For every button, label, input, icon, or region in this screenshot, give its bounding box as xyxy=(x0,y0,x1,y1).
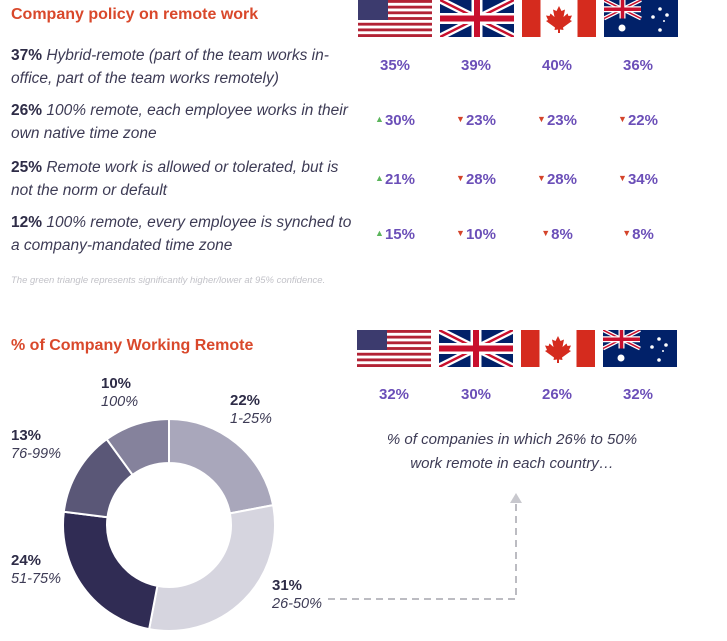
policy-value-text: 35% xyxy=(379,57,411,74)
triangle-down-icon: ▼ xyxy=(622,228,632,238)
policy-value-text: 39% xyxy=(460,57,492,74)
policy-value-r3-c4: ▼34% xyxy=(598,171,678,188)
policy-row-3: 25% Remote work is allowed or tolerated,… xyxy=(11,156,356,202)
policy-value-r4-c2: ▼10% xyxy=(436,226,516,243)
donut-label-76-99: 13% 76-99% xyxy=(11,427,61,462)
policy-value-text: 28% xyxy=(465,171,496,188)
donut-chart xyxy=(62,417,276,632)
policy-value-text: 15% xyxy=(384,226,415,243)
policy-value-text: 8% xyxy=(551,226,573,243)
arrow-head-icon xyxy=(510,493,522,503)
policy-value-r4-c3: ▼8% xyxy=(517,226,597,243)
working-value-1: 32% xyxy=(378,386,410,403)
working-value-4: 32% xyxy=(622,386,654,403)
policy-row-4-pct: 12% xyxy=(11,214,43,231)
triangle-down-icon: ▼ xyxy=(541,228,551,238)
working-value-2: 30% xyxy=(460,386,492,403)
footnote: The green triangle represents significan… xyxy=(11,275,326,286)
flags-row-top xyxy=(358,0,688,37)
policy-row-3-text: Remote work is allowed or tolerated, but… xyxy=(11,159,339,199)
policy-value-r3-c3: ▼28% xyxy=(517,171,597,188)
policy-row-1-text: Hybrid-remote (part of the team works in… xyxy=(11,47,329,87)
australia-flag-icon xyxy=(603,330,677,367)
policy-title: Company policy on remote work xyxy=(11,6,259,23)
us-flag-icon xyxy=(358,0,432,37)
policy-value-r4-c1: ▲15% xyxy=(355,226,435,243)
dashed-arrow xyxy=(328,493,522,600)
policy-row-2-pct: 26% xyxy=(11,102,43,119)
triangle-down-icon: ▼ xyxy=(618,173,627,183)
donut-slice-5 xyxy=(105,417,170,477)
triangle-down-icon: ▼ xyxy=(456,173,465,183)
slice-2-value: 31% xyxy=(272,577,303,594)
policy-value-r1-c1: 35% xyxy=(355,57,435,74)
policy-value-r2-c2: ▼23% xyxy=(436,112,516,129)
donut-label-51-75: 24% 51-75% xyxy=(11,552,61,587)
policy-row-3-pct: 25% xyxy=(11,159,43,176)
working-title: % of Company Working Remote xyxy=(11,337,254,354)
policy-value-r1-c3: 40% xyxy=(517,57,597,74)
donut-label-26-50: 31% 26-50% xyxy=(272,577,322,612)
donut-slice-2 xyxy=(147,503,276,632)
policy-value-r3-c1: ▲21% xyxy=(355,171,435,188)
uk-flag-icon xyxy=(440,0,514,37)
policy-value-r3-c2: ▼28% xyxy=(436,171,516,188)
policy-row-2: 26% 100% remote, each employee works in … xyxy=(11,99,356,145)
triangle-down-icon: ▼ xyxy=(537,173,546,183)
triangle-down-icon: ▼ xyxy=(456,228,465,238)
slice-1-value: 22% xyxy=(230,392,261,409)
policy-value-text: 23% xyxy=(546,112,577,129)
us-flag-icon xyxy=(357,330,431,367)
slice-5-value: 10% xyxy=(101,375,132,392)
policy-value-text: 8% xyxy=(632,226,654,243)
policy-row-4: 12% 100% remote, every employee is synch… xyxy=(11,211,356,257)
policy-value-text: 30% xyxy=(384,112,415,129)
working-note: % of companies in which 26% to 50% work … xyxy=(386,431,638,472)
policy-value-r2-c1: ▲30% xyxy=(355,112,435,129)
policy-row-1: 37% Hybrid-remote (part of the team work… xyxy=(11,44,356,90)
policy-value-text: 10% xyxy=(465,226,496,243)
policy-row-4-text: 100% remote, every employee is synched t… xyxy=(11,214,352,254)
policy-value-r2-c3: ▼23% xyxy=(517,112,597,129)
policy-row-1-pct: 37% xyxy=(11,47,43,64)
policy-value-r2-c4: ▼22% xyxy=(598,112,678,129)
policy-value-text: 23% xyxy=(465,112,496,129)
policy-row-2-text: 100% remote, each employee works in thei… xyxy=(11,102,348,142)
donut-label-1-25: 22% 1-25% xyxy=(230,392,272,427)
policy-value-text: 34% xyxy=(627,171,658,188)
australia-flag-icon xyxy=(604,0,678,37)
policy-value-r1-c2: 39% xyxy=(436,57,516,74)
policy-value-text: 28% xyxy=(546,171,577,188)
triangle-up-icon: ▲ xyxy=(375,173,384,183)
triangle-down-icon: ▼ xyxy=(537,114,546,124)
uk-flag-icon xyxy=(439,330,513,367)
triangle-down-icon: ▼ xyxy=(618,114,627,124)
slice-3-label: 51-75% xyxy=(11,571,61,587)
canada-flag-icon xyxy=(521,330,595,367)
triangle-up-icon: ▲ xyxy=(375,114,384,124)
donut-label-100: 10% 100% xyxy=(101,375,138,410)
policy-value-text: 36% xyxy=(622,57,654,74)
canada-flag-icon xyxy=(522,0,596,37)
flags-row-bottom xyxy=(357,330,687,367)
donut-slice-1 xyxy=(168,417,275,515)
slice-4-value: 13% xyxy=(11,427,42,444)
slice-2-label: 26-50% xyxy=(272,596,322,612)
policy-value-text: 21% xyxy=(384,171,415,188)
policy-value-r1-c4: 36% xyxy=(598,57,678,74)
slice-5-label: 100% xyxy=(101,394,139,410)
triangle-down-icon: ▼ xyxy=(456,114,465,124)
slice-4-label: 76-99% xyxy=(11,446,61,462)
policy-value-text: 22% xyxy=(627,112,658,129)
policy-value-r4-c4: ▼8% xyxy=(598,226,678,243)
policy-value-text: 40% xyxy=(541,57,573,74)
working-value-3: 26% xyxy=(541,386,573,403)
triangle-up-icon: ▲ xyxy=(375,228,384,238)
slice-1-label: 1-25% xyxy=(230,411,272,427)
donut-slice-3 xyxy=(62,510,159,631)
slice-3-value: 24% xyxy=(11,552,42,569)
